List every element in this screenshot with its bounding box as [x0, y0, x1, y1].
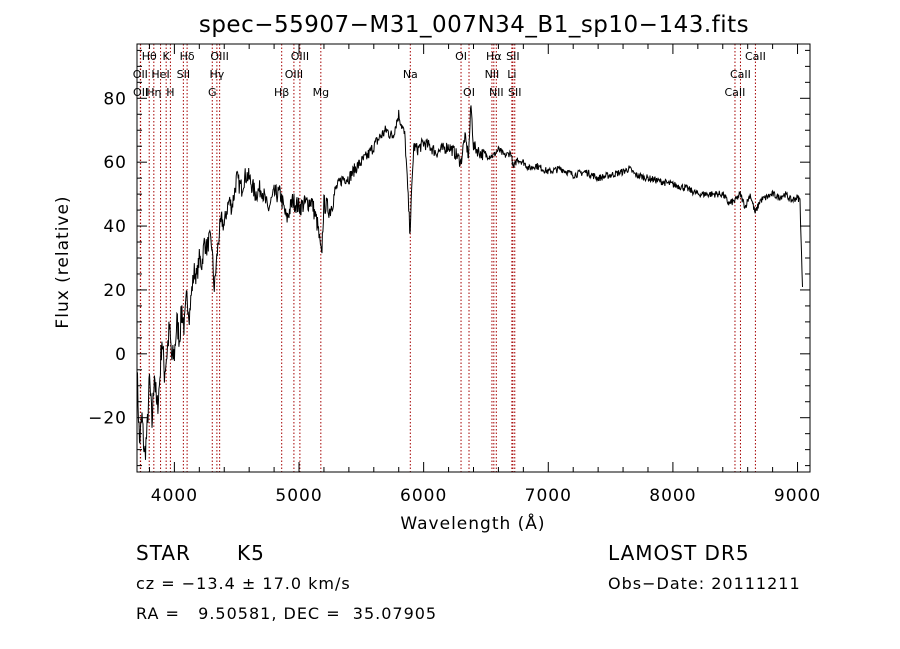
line-labels: Hθ K Hδ OIII OIII OI Hα SII CaII OII HeI SII Hγ OIII N…: [133, 50, 766, 99]
y-tick-label: 0: [115, 345, 127, 365]
object-class: STAR: [136, 541, 191, 565]
y-tick-label: 40: [103, 217, 127, 237]
line-label: OI: [463, 86, 475, 99]
y-tick-label: −20: [88, 409, 127, 429]
redshift-cz: cz = −13.4 ± 17.0 km/s: [136, 574, 351, 593]
line-label: OI: [455, 50, 467, 63]
line-label: HeI: [151, 68, 169, 81]
y-axis-label: Flux (relative): [53, 195, 73, 328]
line-label: Mg: [313, 86, 329, 99]
x-tick-label: 4000: [151, 486, 198, 506]
observation-date: Obs−Date: 20111211: [608, 574, 801, 593]
line-label: OIII: [285, 68, 303, 81]
y-tick-label: 20: [103, 281, 127, 301]
line-label: H: [166, 86, 174, 99]
line-label: Na: [403, 68, 418, 81]
line-label: CaII: [725, 86, 746, 99]
y-tick-label: 80: [103, 89, 127, 109]
line-label: Li: [507, 68, 516, 81]
x-tick-label: 5000: [275, 486, 322, 506]
line-label: Hα: [486, 50, 502, 63]
x-tick-label: 7000: [525, 486, 572, 506]
y-axis: −20 0 20 40 60 80: [88, 49, 810, 467]
x-tick-label: 8000: [649, 486, 696, 506]
line-label: OII: [133, 68, 148, 81]
x-tick-label: 9000: [774, 486, 821, 506]
line-label: NII: [489, 86, 504, 99]
y-tick-label: 60: [103, 153, 127, 173]
line-label: NII: [485, 68, 500, 81]
line-label: G: [208, 86, 217, 99]
line-label: Hδ: [180, 50, 195, 63]
line-label: OIII: [291, 50, 309, 63]
coordinates: RA = 9.50581, DEC = 35.07905: [136, 604, 438, 623]
plot-frame: [136, 43, 811, 473]
line-label: SII: [506, 50, 519, 63]
chart-title: spec−55907−M31_007N34_B1_sp10−143.fits: [199, 12, 749, 38]
x-tick-label: 6000: [400, 486, 447, 506]
line-label: Hη: [146, 86, 161, 99]
x-axis: 4000 5000 6000 7000 8000 9000: [148, 44, 821, 506]
line-label: SII: [177, 68, 190, 81]
object-subclass: K5: [237, 541, 265, 565]
spectrum-line: [136, 105, 803, 460]
line-label: Hγ: [209, 68, 224, 81]
line-label: SII: [508, 86, 521, 99]
emission-lines: [139, 44, 756, 472]
line-label: Hβ: [274, 86, 289, 99]
x-axis-label: Wavelength (Å): [400, 512, 545, 534]
survey-name: LAMOST DR5: [608, 541, 750, 565]
line-label: Hθ: [142, 50, 157, 63]
line-label: CaII: [745, 50, 766, 63]
line-label: K: [163, 50, 171, 63]
line-label: OIII: [210, 50, 228, 63]
line-label: CaII: [730, 68, 751, 81]
